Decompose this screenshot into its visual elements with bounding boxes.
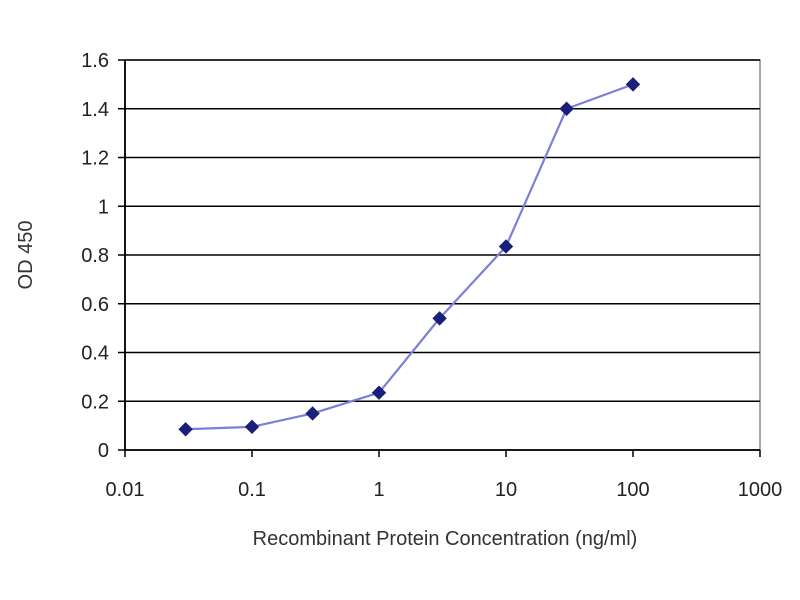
y-tick-label-0.6: 0.6 bbox=[81, 294, 109, 316]
axis-layer bbox=[118, 59, 761, 457]
grid-layer bbox=[125, 59, 760, 403]
data-point-0-2 bbox=[305, 406, 320, 421]
x-tick-label-1000: 1000 bbox=[738, 479, 783, 501]
data-point-0-7 bbox=[625, 77, 641, 92]
x-tick-label-10: 10 bbox=[495, 479, 517, 501]
x-tick-labels: 0.01 0.1 1 10 100 1000 bbox=[106, 479, 783, 501]
y-tick-label-0.4: 0.4 bbox=[81, 343, 109, 365]
y-axis-label: OD 450 bbox=[15, 221, 37, 290]
x-tick-label-0.1: 0.1 bbox=[238, 479, 266, 501]
x-tick-label-1: 1 bbox=[373, 479, 384, 501]
y-tick-label-1.2: 1.2 bbox=[81, 148, 109, 170]
y-tick-labels: 0 0.2 0.4 0.6 0.8 1 1.2 1.4 1.6 bbox=[81, 50, 109, 462]
data-point-0-5 bbox=[498, 239, 514, 254]
x-tick-label-0.01: 0.01 bbox=[106, 479, 145, 501]
y-tick-label-0: 0 bbox=[98, 440, 109, 462]
data-point-0-3 bbox=[371, 385, 387, 400]
x-axis-label: Recombinant Protein Concentration (ng/ml… bbox=[253, 528, 638, 550]
data-point-0-6 bbox=[559, 101, 574, 116]
series-line-0 bbox=[185, 83, 634, 431]
y-tick-label-1.6: 1.6 bbox=[81, 50, 109, 72]
y-tick-label-0.2: 0.2 bbox=[81, 391, 109, 413]
x-tick-label-100: 100 bbox=[616, 479, 649, 501]
data-point-0-1 bbox=[244, 419, 260, 435]
series-layer bbox=[178, 77, 641, 437]
y-tick-label-0.8: 0.8 bbox=[81, 245, 109, 267]
y-tick-label-1: 1 bbox=[98, 196, 109, 218]
data-point-0-4 bbox=[432, 311, 447, 326]
data-point-0-0 bbox=[178, 422, 193, 437]
y-tick-label-1.4: 1.4 bbox=[81, 99, 109, 121]
